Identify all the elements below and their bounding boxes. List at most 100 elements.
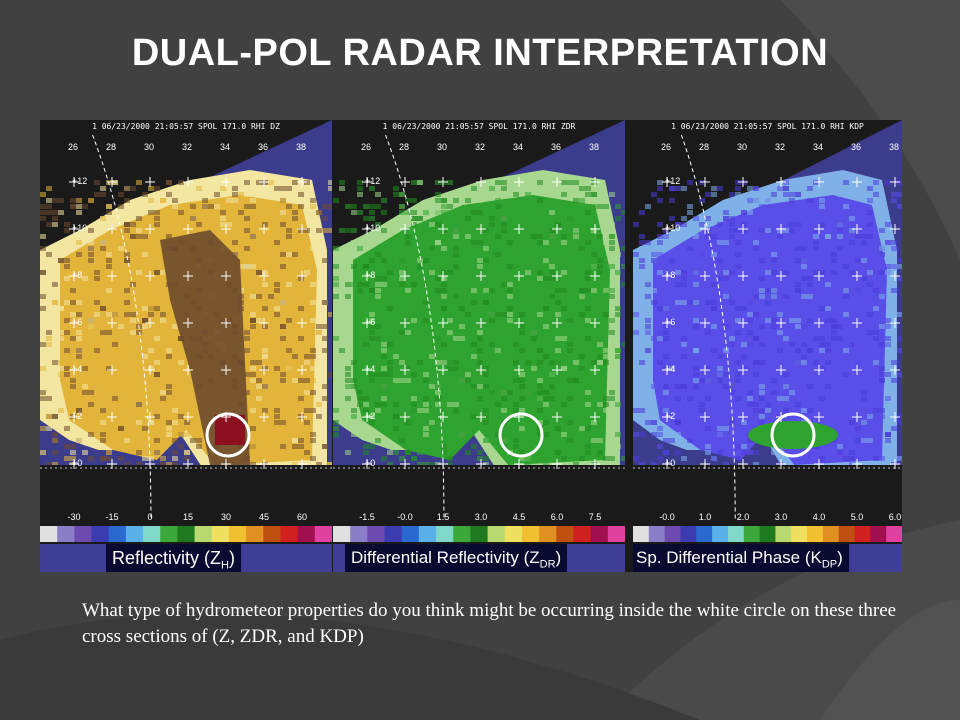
colorbar-tick-label: 4.5 <box>512 512 526 522</box>
colorbar-segment <box>886 526 902 542</box>
colorbar-segment <box>504 526 523 542</box>
colorbar-tick-label: -0.0 <box>397 512 413 522</box>
colorbar-segment <box>590 526 609 542</box>
colorbar-segment <box>521 526 540 542</box>
range-tick-label: 34 <box>813 142 824 152</box>
range-tick-label: 28 <box>106 142 117 152</box>
height-tick-label: +4 <box>72 364 83 374</box>
colorbar-segment <box>74 526 93 542</box>
colorbar-segment <box>539 526 557 542</box>
height-tick-label: +0 <box>72 458 83 468</box>
colorbar-segment <box>384 526 403 542</box>
height-tick-label: +12 <box>665 176 681 186</box>
colorbar-segment <box>696 526 713 542</box>
colorbar-segment <box>401 526 420 542</box>
range-tick-label: 26 <box>361 142 372 152</box>
height-tick-label: +0 <box>665 458 676 468</box>
range-tick-label: 38 <box>589 142 600 152</box>
panel-label: Sp. Differential Phase (KDP) <box>633 544 849 572</box>
range-tick-label: 38 <box>889 142 900 152</box>
colorbar-tick-label: -30 <box>67 512 81 522</box>
height-tick-label: +6 <box>365 317 376 327</box>
height-tick-label: +10 <box>72 223 88 233</box>
height-tick-label: +10 <box>365 223 381 233</box>
height-tick-label: +8 <box>365 270 376 280</box>
colorbar-segment <box>712 526 729 542</box>
height-tick-label: +4 <box>365 364 376 374</box>
colorbar-segment <box>177 526 196 542</box>
colorbar-segment <box>838 526 856 542</box>
colorbar-tick-label: 0 <box>147 512 153 522</box>
colorbar-tick-label: 2.0 <box>736 512 750 522</box>
colorbar-segment <box>436 526 454 542</box>
range-tick-label: 34 <box>513 142 524 152</box>
colorbar-segment <box>607 526 625 542</box>
range-tick-label: 30 <box>437 142 448 152</box>
question-text: What type of hydrometeor properties do y… <box>82 600 897 647</box>
range-tick-label: 30 <box>737 142 748 152</box>
colorbar-segment <box>470 526 489 542</box>
height-tick-label: +4 <box>665 364 676 374</box>
height-tick-label: +12 <box>72 176 88 186</box>
range-tick-label: 30 <box>144 142 155 152</box>
colorbar-segment <box>775 526 792 542</box>
height-tick-label: +8 <box>72 270 83 280</box>
colorbar-tick-label: -1.5 <box>359 512 375 522</box>
radar-figure: 1 06/23/2000 21:05:57 SPOL 171.0 RHI DZ 2… <box>40 120 902 572</box>
colorbar-segment <box>211 526 230 542</box>
colorbar-segment <box>143 526 161 542</box>
colorbar-tick-label: 6.0 <box>888 512 902 522</box>
colorbar-tick-label: 3.0 <box>474 512 488 522</box>
colorbar-segment <box>57 526 75 542</box>
specific-differential-phase-panel: 1 06/23/2000 21:05:57 SPOL 171.0 RHI KDP… <box>633 120 902 572</box>
colorbar-segment <box>194 526 213 542</box>
colorbar-segment <box>314 526 332 542</box>
colorbar-tick-label: -15 <box>105 512 119 522</box>
colorbar-segment <box>367 526 386 542</box>
colorbar-segment <box>791 526 808 542</box>
colorbar-segment <box>418 526 437 542</box>
colorbar-segment <box>350 526 368 542</box>
colorbar-tick-label: 45 <box>258 512 270 522</box>
colorbar-segment <box>280 526 299 542</box>
colorbar-segment <box>664 526 681 542</box>
height-tick-label: +6 <box>665 317 676 327</box>
differential-reflectivity-panel: 1 06/23/2000 21:05:57 SPOL 171.0 RHI ZDR… <box>333 120 625 572</box>
colorbar-segment <box>125 526 144 542</box>
radar-image <box>633 120 902 572</box>
colorbar-segment <box>633 526 650 542</box>
colorbar-tick-label: 60 <box>296 512 308 522</box>
colorbar-segment <box>759 526 776 542</box>
colorbar-segment <box>573 526 592 542</box>
range-tick-label: 36 <box>258 142 269 152</box>
colorbar-tick-label: 1.0 <box>698 512 712 522</box>
height-tick-label: +12 <box>365 176 381 186</box>
colorbar-tick-label: 7.5 <box>588 512 602 522</box>
radar-image <box>333 120 625 572</box>
colorbar-segment <box>680 526 697 542</box>
target-circle <box>205 412 251 458</box>
panel-label: Reflectivity (ZH) <box>106 544 241 572</box>
range-tick-label: 32 <box>475 142 486 152</box>
colorbar-segment <box>40 526 58 542</box>
colorbar-segment <box>91 526 110 542</box>
range-tick-label: 32 <box>182 142 193 152</box>
range-tick-label: 34 <box>220 142 231 152</box>
colorbar-segment <box>487 526 506 542</box>
range-tick-label: 28 <box>699 142 710 152</box>
colorbar-segment <box>228 526 247 542</box>
height-tick-label: +8 <box>665 270 676 280</box>
colorbar-tick-label: -0.0 <box>659 512 675 522</box>
colorbar-tick-label: 3.0 <box>774 512 788 522</box>
colorbar-segment <box>807 526 824 542</box>
colorbar-tick-label: 1.5 <box>436 512 450 522</box>
colorbar-tick-label: 5.0 <box>850 512 864 522</box>
slide-title: DUAL-POL RADAR INTERPRETATION <box>131 32 829 74</box>
target-circle <box>498 412 544 458</box>
colorbar-segment <box>263 526 281 542</box>
height-tick-label: +0 <box>365 458 376 468</box>
colorbar-segment <box>160 526 178 542</box>
panel-label: Differential Reflectivity (ZDR) <box>345 544 568 572</box>
colorbar-segment <box>246 526 264 542</box>
colorbar-segment <box>333 526 351 542</box>
